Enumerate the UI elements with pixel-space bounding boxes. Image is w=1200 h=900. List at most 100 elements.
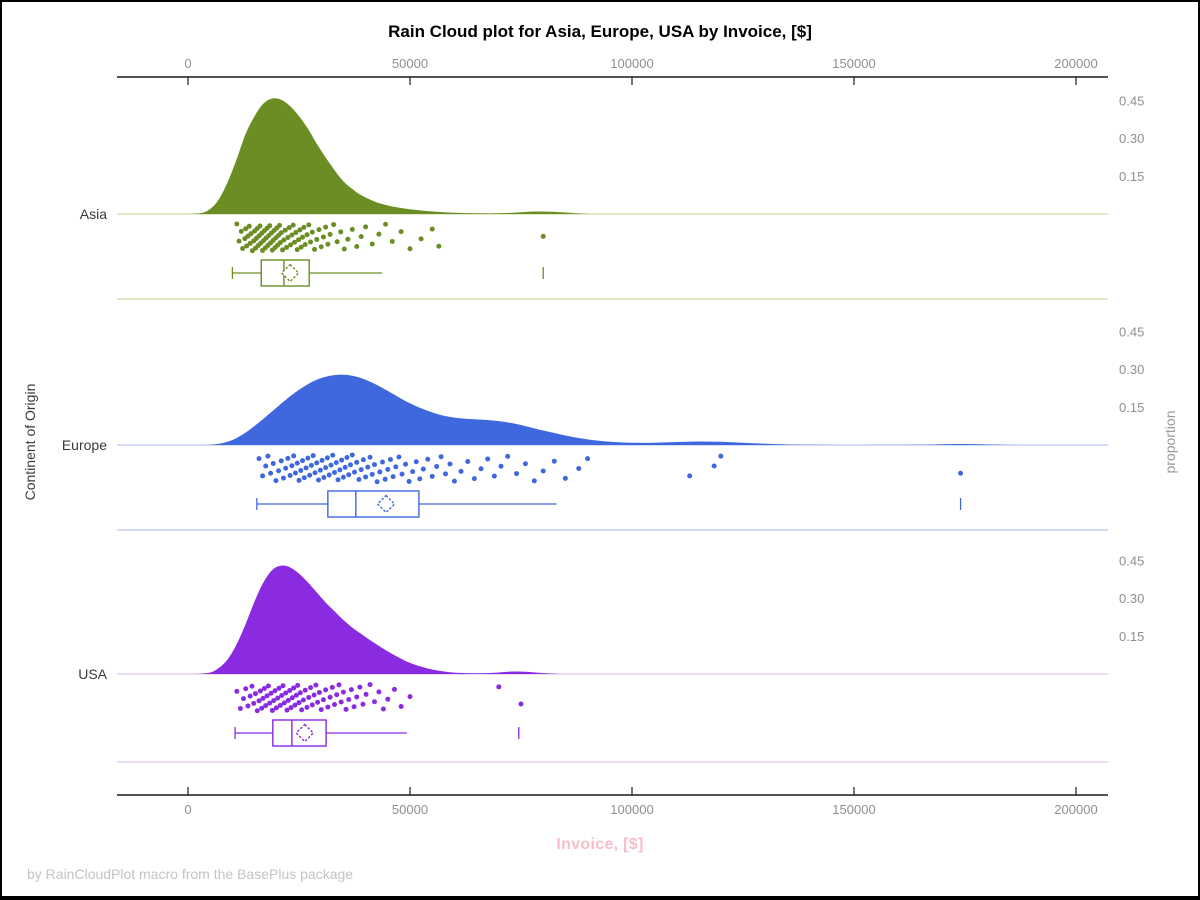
rain-point-asia bbox=[298, 244, 304, 250]
rain-point-europe bbox=[273, 478, 279, 484]
rain-point-europe bbox=[371, 462, 377, 468]
rain-point-usa bbox=[281, 700, 287, 706]
rain-point-usa bbox=[316, 689, 322, 695]
rain-point-asia bbox=[349, 226, 355, 232]
rain-point-asia bbox=[436, 243, 442, 249]
rain-point-usa bbox=[334, 692, 340, 698]
rain-point-asia bbox=[304, 232, 310, 238]
rain-point-asia bbox=[363, 224, 369, 230]
rain-point-europe bbox=[283, 465, 289, 471]
y-axis-title: Continent of Origin bbox=[22, 383, 38, 501]
rain-point-usa bbox=[241, 696, 246, 702]
rain-point-usa bbox=[360, 701, 366, 707]
rain-point-asia bbox=[327, 231, 333, 237]
rain-point-europe bbox=[360, 457, 366, 463]
rain-point-asia bbox=[293, 229, 299, 235]
rain-point-europe bbox=[324, 455, 330, 461]
category-label-asia: Asia bbox=[80, 206, 107, 222]
rain-point-asia bbox=[285, 235, 291, 240]
rain-point-asia bbox=[354, 244, 360, 249]
rain-point-usa bbox=[285, 697, 291, 703]
rain-point-usa bbox=[398, 704, 404, 709]
rain-point-usa bbox=[256, 698, 262, 704]
rain-point-europe bbox=[294, 460, 300, 466]
rain-point-usa bbox=[287, 687, 293, 693]
rain-point-usa bbox=[275, 695, 281, 701]
rain-point-europe bbox=[531, 478, 537, 484]
rain-point-asia bbox=[389, 238, 395, 244]
rain-point-asia bbox=[540, 233, 546, 239]
rain-point-usa bbox=[283, 690, 289, 696]
rain-point-usa bbox=[289, 695, 295, 701]
rain-point-usa bbox=[249, 683, 255, 689]
rain-point-asia bbox=[267, 223, 273, 229]
rain-point-asia bbox=[292, 239, 298, 245]
mean-diamond-europe bbox=[376, 494, 396, 514]
x-axis-tick-label: 50000 bbox=[392, 802, 428, 817]
x-axis-tick-label: 200000 bbox=[1054, 802, 1097, 817]
rain-point-usa bbox=[308, 685, 314, 691]
rain-point-asia bbox=[257, 223, 263, 229]
rain-point-europe bbox=[346, 472, 352, 478]
rain-point-europe bbox=[292, 470, 298, 476]
rain-point-usa bbox=[311, 692, 317, 698]
rain-point-europe bbox=[718, 453, 724, 459]
rain-point-usa bbox=[407, 694, 413, 700]
rain-point-usa bbox=[291, 685, 297, 691]
rain-point-europe bbox=[310, 453, 316, 459]
rain-point-usa bbox=[391, 686, 397, 692]
rain-point-europe bbox=[349, 452, 355, 458]
rain-point-europe bbox=[337, 467, 343, 473]
rain-point-asia bbox=[281, 237, 287, 243]
rain-point-europe bbox=[263, 463, 269, 469]
rain-point-europe bbox=[711, 463, 717, 469]
rain-point-usa bbox=[268, 690, 274, 696]
rain-point-europe bbox=[491, 473, 497, 479]
rain-point-usa bbox=[269, 707, 275, 713]
rain-point-usa bbox=[363, 691, 369, 697]
rain-point-asia bbox=[338, 229, 344, 235]
rain-point-asia bbox=[358, 234, 364, 240]
proportion-tick-label-asia: 0.15 bbox=[1119, 169, 1144, 184]
rain-point-asia bbox=[288, 242, 294, 248]
rain-point-europe bbox=[478, 466, 484, 472]
rain-point-asia bbox=[284, 244, 290, 250]
rain-point-europe bbox=[540, 468, 546, 474]
rain-point-europe bbox=[303, 465, 309, 471]
rain-point-europe bbox=[270, 460, 276, 466]
category-label-usa: USA bbox=[78, 666, 107, 682]
rain-point-europe bbox=[298, 467, 304, 473]
density-cloud-asia bbox=[188, 98, 1076, 214]
rain-point-usa bbox=[263, 703, 269, 709]
rain-point-asia bbox=[308, 239, 314, 245]
rain-point-asia bbox=[240, 245, 246, 251]
density-cloud-usa bbox=[196, 565, 1076, 674]
mean-diamond-usa bbox=[295, 723, 315, 743]
rain-point-europe bbox=[514, 471, 520, 477]
rain-point-usa bbox=[271, 698, 277, 704]
rain-point-asia bbox=[296, 237, 302, 243]
rain-point-europe bbox=[307, 472, 313, 478]
rain-point-europe bbox=[278, 458, 284, 464]
rain-point-europe bbox=[396, 454, 402, 460]
rain-point-europe bbox=[333, 460, 339, 466]
rain-point-europe bbox=[562, 475, 568, 481]
x2-axis-tick-label: 200000 bbox=[1054, 56, 1097, 71]
rain-point-europe bbox=[335, 477, 341, 483]
rain-point-usa bbox=[277, 702, 283, 708]
proportion-tick-label-europe: 0.15 bbox=[1119, 400, 1144, 415]
rain-point-asia bbox=[369, 241, 375, 247]
rain-point-europe bbox=[387, 457, 393, 462]
rain-point-europe bbox=[425, 456, 431, 462]
rain-point-asia bbox=[325, 241, 331, 247]
rain-point-usa bbox=[237, 705, 243, 711]
rain-point-europe bbox=[312, 470, 318, 476]
rain-point-usa bbox=[376, 689, 382, 695]
rain-point-europe bbox=[260, 473, 266, 479]
x2-axis-tick-label: 150000 bbox=[832, 56, 875, 71]
rain-point-europe bbox=[451, 478, 457, 484]
rain-point-asia bbox=[312, 246, 318, 252]
rain-point-usa bbox=[302, 687, 308, 693]
rain-point-asia bbox=[290, 222, 296, 228]
rain-point-europe bbox=[413, 459, 419, 465]
